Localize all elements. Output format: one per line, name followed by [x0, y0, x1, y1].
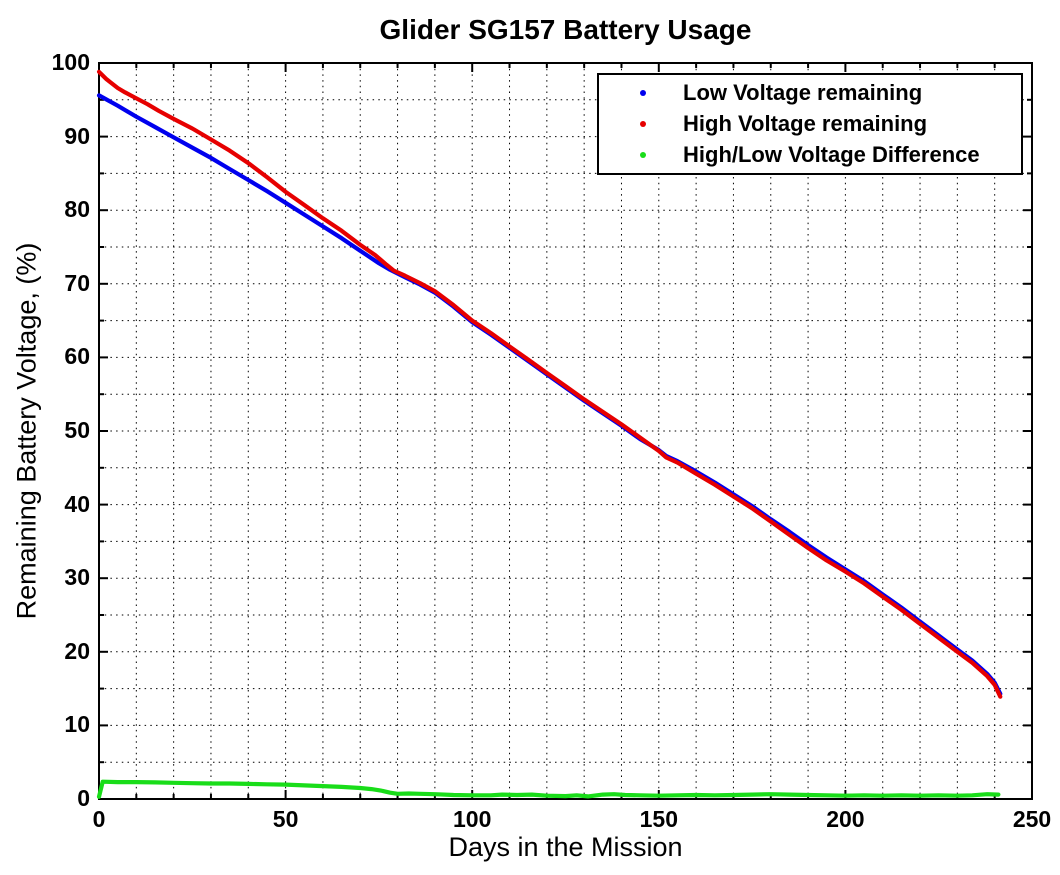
- x-tick-label: 150: [639, 806, 678, 832]
- y-tick-label: 90: [64, 122, 90, 149]
- chart-title: Glider SG157 Battery Usage: [379, 14, 752, 45]
- legend: Low Voltage remaining High Voltage remai…: [597, 73, 1023, 175]
- y-tick-label: 80: [64, 196, 90, 223]
- voltage-difference-marker-icon: [640, 152, 646, 159]
- x-tick-label: 200: [826, 806, 865, 832]
- y-tick-label: 30: [64, 564, 90, 591]
- y-tick-label: 70: [64, 269, 90, 296]
- y-tick-label: 50: [64, 417, 90, 443]
- y-tick-label: 10: [64, 711, 90, 738]
- y-tick-label: 20: [64, 637, 90, 664]
- legend-item-high-voltage: High Voltage remaining: [599, 108, 1021, 139]
- x-tick-label: 0: [92, 806, 106, 832]
- y-tick-label: 100: [51, 49, 90, 75]
- legend-item-voltage-difference: High/Low Voltage Difference: [599, 140, 1021, 171]
- x-tick-label: 50: [272, 806, 299, 832]
- y-tick-label: 60: [64, 343, 90, 370]
- y-tick-label: 0: [77, 785, 90, 811]
- high-voltage-marker-icon: [640, 120, 646, 127]
- voltage-difference-line: [96, 779, 1001, 799]
- x-axis-label: Days in the Mission: [448, 832, 683, 862]
- high-voltage-line: [96, 69, 1003, 699]
- legend-label: High/Low Voltage Difference: [683, 142, 980, 168]
- x-tick-label: 100: [453, 806, 492, 832]
- y-tick-label: 40: [64, 490, 90, 517]
- legend-label: Low Voltage remaining: [683, 79, 923, 105]
- low-voltage-marker-icon: [640, 89, 646, 96]
- legend-item-low-voltage: Low Voltage remaining: [599, 77, 1021, 108]
- legend-label: High Voltage remaining: [683, 110, 928, 136]
- x-tick-label: 250: [1012, 806, 1052, 832]
